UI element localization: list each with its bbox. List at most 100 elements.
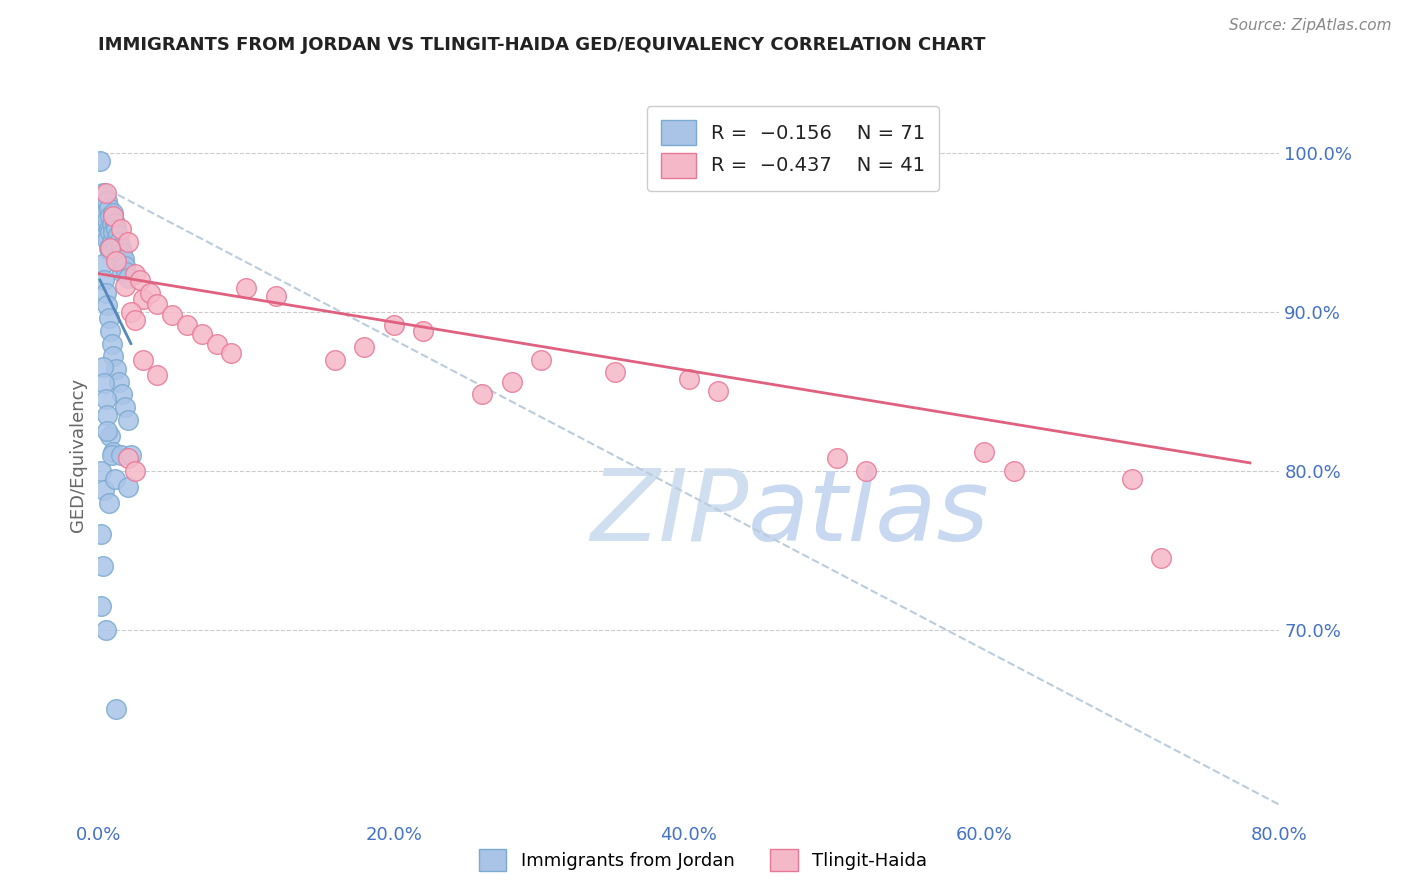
Point [89,153,111,168]
Point [114,401,136,415]
Legend: Immigrants from Jordan, Tlingit-Haida: Immigrants from Jordan, Tlingit-Haida [472,842,934,879]
Point [501,375,523,389]
Legend: R =  −0.156    N = 71, R =  −0.437    N = 41: R = −0.156 N = 71, R = −0.437 N = 41 [647,106,939,191]
Point [100,235,122,249]
Point [105,702,128,716]
Point [94,186,117,200]
Point [111,387,134,401]
Point [91,186,114,200]
Point [353,340,375,354]
Point [104,472,127,486]
Point [97,241,120,255]
Point [110,448,132,462]
Point [94,206,117,220]
Point [120,305,142,319]
Point [93,273,115,287]
Point [219,346,242,360]
Point [191,327,214,342]
Point [98,241,121,255]
Point [97,222,120,236]
Point [91,559,114,574]
Point [114,279,136,293]
Point [117,480,139,494]
Point [382,318,405,332]
Point [96,298,118,312]
Point [105,241,128,255]
Point [825,451,848,466]
Point [124,267,146,281]
Point [124,312,146,326]
Point [707,384,730,399]
Point [235,281,257,295]
Point [98,225,121,239]
Point [103,210,125,224]
Point [97,495,120,509]
Point [139,285,162,300]
Point [100,336,122,351]
Point [93,196,115,211]
Point [1121,472,1143,486]
Point [128,273,150,287]
Point [103,225,125,239]
Point [124,464,146,478]
Point [103,206,125,220]
Point [100,448,122,462]
Point [471,387,494,401]
Point [91,257,114,271]
Point [117,235,139,249]
Point [412,324,434,338]
Point [94,228,117,243]
Y-axis label: GED/Equivalency: GED/Equivalency [69,378,87,532]
Point [103,244,125,259]
Point [96,194,118,208]
Point [530,352,553,367]
Point [146,297,169,311]
Point [146,368,169,383]
Text: ZIP: ZIP [589,465,748,562]
Point [107,247,129,261]
Point [104,216,127,230]
Point [96,424,118,438]
Point [107,228,129,243]
Point [96,233,118,247]
Point [105,254,128,268]
Point [94,285,117,300]
Point [97,311,120,326]
Point [855,464,877,478]
Point [93,376,115,391]
Point [117,413,139,427]
Point [103,444,125,458]
Point [94,623,117,637]
Point [117,271,139,285]
Point [120,448,142,462]
Point [97,202,120,216]
Point [973,444,995,458]
Point [176,318,198,332]
Point [90,527,112,541]
Point [1150,551,1173,566]
Point [678,371,700,385]
Point [105,362,128,376]
Point [104,235,127,249]
Point [96,408,118,422]
Point [323,352,346,367]
Point [98,324,121,338]
Point [94,392,117,407]
Point [132,292,155,306]
Point [100,218,122,232]
Point [98,244,121,259]
Text: IMMIGRANTS FROM JORDAN VS TLINGIT-HAIDA GED/EQUIVALENCY CORRELATION CHART: IMMIGRANTS FROM JORDAN VS TLINGIT-HAIDA … [98,36,986,54]
Point [108,252,131,267]
Point [103,349,125,363]
Point [90,464,112,478]
Point [112,252,135,267]
Point [110,239,132,253]
Point [98,210,121,224]
Point [98,429,121,443]
Point [108,375,131,389]
Point [90,599,112,613]
Point [110,222,132,236]
Point [96,212,118,227]
Point [115,265,138,279]
Point [114,259,136,273]
